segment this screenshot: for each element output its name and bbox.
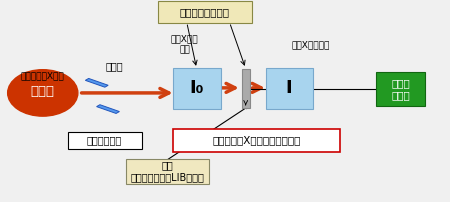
Text: 白色（連続X線）: 白色（連続X線） <box>21 71 65 80</box>
Text: 透過X線を測定: 透過X線を測定 <box>291 40 330 49</box>
Text: 単色化: 単色化 <box>106 62 124 72</box>
Text: 放射光: 放射光 <box>31 85 55 98</box>
Text: I₀: I₀ <box>189 79 204 97</box>
FancyBboxPatch shape <box>158 1 252 23</box>
Text: I: I <box>286 79 292 97</box>
Polygon shape <box>97 105 119 114</box>
Text: 充放電
試験機: 充放電 試験機 <box>391 78 410 100</box>
Polygon shape <box>86 78 108 87</box>
FancyBboxPatch shape <box>266 68 313 109</box>
Ellipse shape <box>8 70 78 116</box>
Text: イオンチャンバー: イオンチャンバー <box>180 7 230 17</box>
FancyBboxPatch shape <box>126 159 209 184</box>
FancyBboxPatch shape <box>376 72 425 106</box>
FancyBboxPatch shape <box>173 129 340 152</box>
Bar <box>242 69 250 108</box>
FancyBboxPatch shape <box>68 132 142 149</box>
Text: 試料によるX線の吸収量を測定: 試料によるX線の吸収量を測定 <box>212 135 301 145</box>
Text: 試料
（ラミネート型LIBセル）: 試料 （ラミネート型LIBセル） <box>130 160 205 182</box>
Text: 入射X線を
測定: 入射X線を 測定 <box>171 35 198 54</box>
FancyBboxPatch shape <box>173 68 220 109</box>
Text: 二結晶分光器: 二結晶分光器 <box>87 136 122 146</box>
